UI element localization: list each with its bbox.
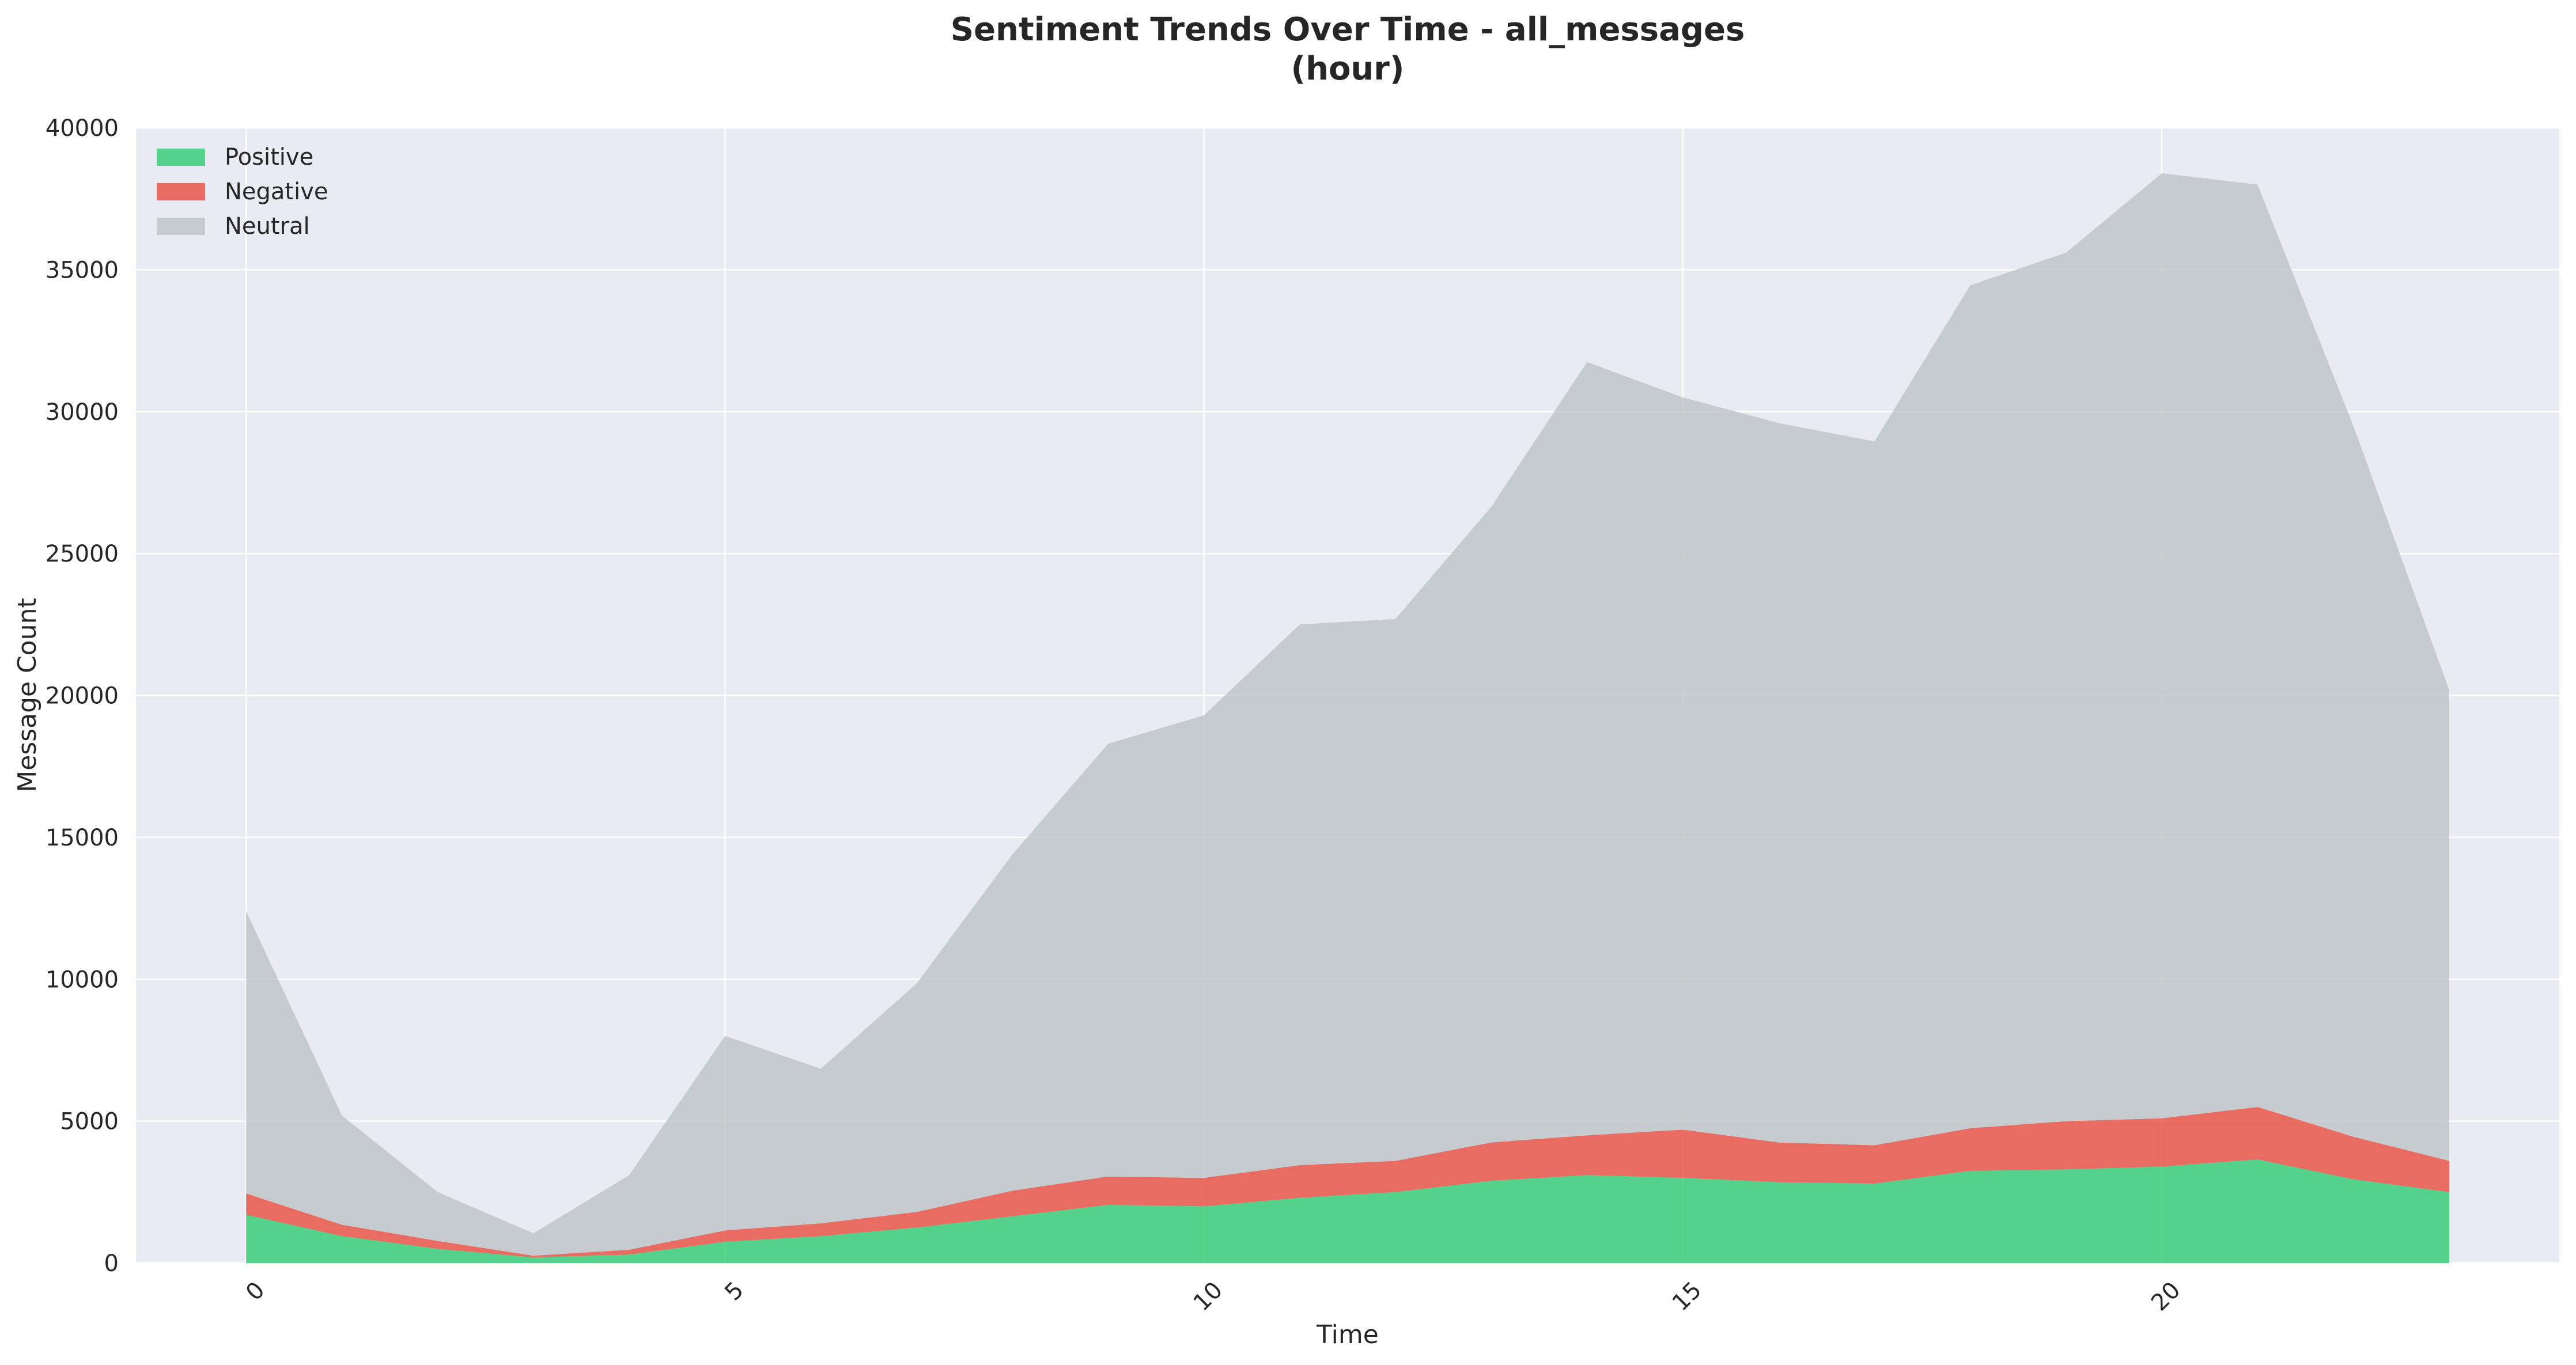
chart-title: Sentiment Trends Over Time - all_message… bbox=[951, 11, 1745, 48]
y-tick-label: 20000 bbox=[46, 683, 119, 710]
y-tick-label: 15000 bbox=[46, 825, 119, 851]
legend-label-positive: Positive bbox=[225, 144, 313, 170]
stacked-areas bbox=[246, 173, 2449, 1263]
x-axis-label: Time bbox=[1316, 1320, 1379, 1349]
y-axis-label: Message Count bbox=[13, 598, 42, 793]
legend-swatch-positive bbox=[157, 149, 205, 166]
area-positive bbox=[246, 1159, 2449, 1263]
legend-swatch-negative bbox=[157, 183, 205, 200]
y-tick-label: 10000 bbox=[46, 966, 119, 993]
area-negative bbox=[246, 1106, 2449, 1258]
legend-label-neutral: Neutral bbox=[225, 213, 310, 240]
area-neutral bbox=[246, 173, 2449, 1256]
y-tick-label: 35000 bbox=[46, 257, 119, 283]
y-tick-label: 40000 bbox=[46, 115, 119, 142]
legend: Positive Negative Neutral bbox=[157, 144, 328, 240]
y-tick-label: 0 bbox=[104, 1250, 119, 1277]
y-axis-ticks: 0 5000 10000 15000 20000 25000 30000 35000 40000 bbox=[46, 115, 119, 1277]
legend-swatch-neutral bbox=[157, 218, 205, 235]
y-tick-label: 30000 bbox=[46, 399, 119, 426]
legend-label-negative: Negative bbox=[225, 179, 328, 205]
y-tick-label: 5000 bbox=[60, 1109, 119, 1135]
chart-subtitle: (hour) bbox=[1291, 50, 1404, 88]
y-tick-label: 25000 bbox=[46, 541, 119, 567]
